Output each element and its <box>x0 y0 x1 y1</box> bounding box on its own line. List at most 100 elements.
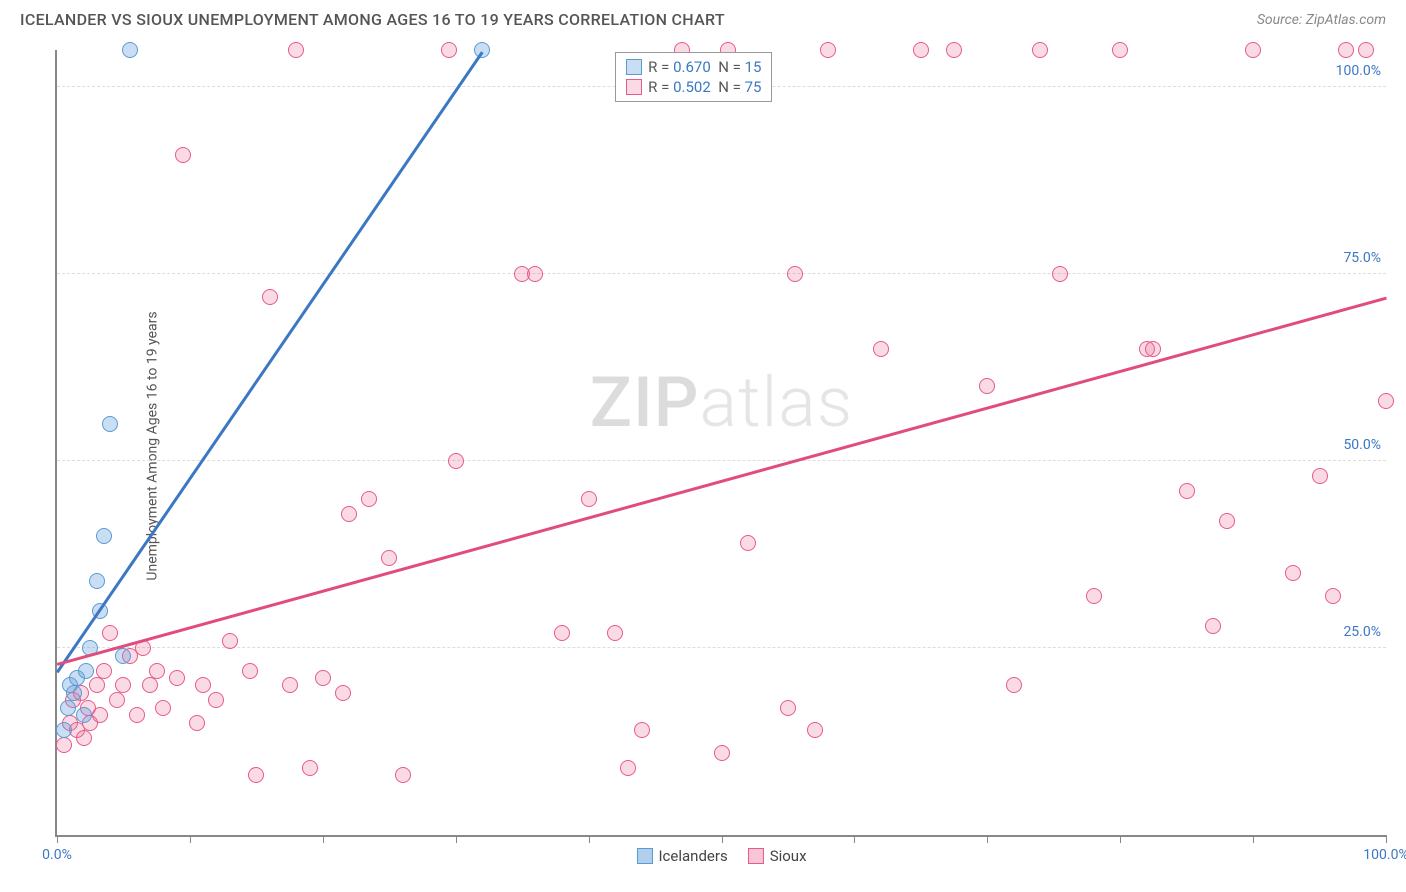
scatter-point <box>122 42 138 58</box>
correlation-legend-row: R = 0.502 N = 75 <box>626 77 761 97</box>
legend-swatch <box>626 79 642 95</box>
scatter-point <box>129 707 145 723</box>
scatter-point <box>913 42 929 58</box>
scatter-point <box>581 491 597 507</box>
scatter-point <box>175 147 191 163</box>
scatter-point <box>282 677 298 693</box>
scatter-point <box>714 745 730 761</box>
series-legend: Icelanders Sioux <box>636 847 806 865</box>
scatter-point <box>979 378 995 394</box>
scatter-point <box>115 677 131 693</box>
chart-plot-area: ZIPatlas 25.0%50.0%75.0%100.0%0.0%100.0%… <box>55 50 1386 837</box>
scatter-point <box>248 767 264 783</box>
chart-header: ICELANDER VS SIOUX UNEMPLOYMENT AMONG AG… <box>0 0 1406 34</box>
scatter-point <box>1112 42 1128 58</box>
legend-stats-text: R = 0.670 N = 15 <box>648 58 761 76</box>
scatter-point <box>1312 468 1328 484</box>
scatter-point <box>1086 588 1102 604</box>
scatter-point <box>1179 483 1195 499</box>
scatter-point <box>1032 42 1048 58</box>
scatter-point <box>142 677 158 693</box>
scatter-point <box>76 707 92 723</box>
scatter-point <box>620 760 636 776</box>
scatter-point <box>1245 42 1261 58</box>
scatter-point <box>109 692 125 708</box>
legend-swatch <box>636 848 652 864</box>
x-tick-label: 100.0% <box>1363 847 1406 863</box>
x-tick <box>722 835 723 843</box>
scatter-point <box>1338 42 1354 58</box>
series-legend-item: Sioux <box>748 847 807 865</box>
scatter-point <box>780 700 796 716</box>
scatter-point <box>361 491 377 507</box>
series-legend-label: Icelanders <box>658 847 727 865</box>
scatter-point <box>873 341 889 357</box>
scatter-point <box>262 289 278 305</box>
correlation-legend: R = 0.670 N = 15 R = 0.502 N = 75 <box>615 52 772 102</box>
scatter-point <box>1378 393 1394 409</box>
series-legend-item: Icelanders <box>636 847 727 865</box>
scatter-point <box>96 528 112 544</box>
scatter-point <box>1358 42 1374 58</box>
series-legend-label: Sioux <box>770 847 807 865</box>
scatter-point <box>395 767 411 783</box>
scatter-point <box>102 625 118 641</box>
x-tick <box>1386 835 1387 843</box>
scatter-point <box>56 737 72 753</box>
chart-title: ICELANDER VS SIOUX UNEMPLOYMENT AMONG AG… <box>20 10 725 29</box>
x-tick <box>1120 835 1121 843</box>
scatter-point <box>189 715 205 731</box>
scatter-point <box>1006 677 1022 693</box>
scatter-point <box>169 670 185 686</box>
scatter-point <box>441 42 457 58</box>
scatter-point <box>1052 266 1068 282</box>
y-tick-label: 25.0% <box>1343 624 1381 640</box>
source-label: Source: ZipAtlas.com <box>1257 12 1386 28</box>
legend-swatch <box>626 59 642 75</box>
scatter-point <box>66 685 82 701</box>
scatter-point <box>195 677 211 693</box>
legend-stats-text: R = 0.502 N = 75 <box>648 78 761 96</box>
gridline-h <box>57 647 1386 648</box>
y-tick-label: 100.0% <box>1336 63 1381 79</box>
scatter-point <box>1285 565 1301 581</box>
scatter-point <box>335 685 351 701</box>
scatter-point <box>76 730 92 746</box>
scatter-point <box>56 722 72 738</box>
scatter-point <box>302 760 318 776</box>
scatter-point <box>787 266 803 282</box>
y-tick-label: 75.0% <box>1343 250 1381 266</box>
scatter-point <box>527 266 543 282</box>
correlation-legend-row: R = 0.670 N = 15 <box>626 57 761 77</box>
y-tick-label: 50.0% <box>1343 437 1381 453</box>
scatter-point <box>1325 588 1341 604</box>
scatter-point <box>448 453 464 469</box>
x-tick <box>1253 835 1254 843</box>
scatter-point <box>222 633 238 649</box>
scatter-point <box>554 625 570 641</box>
x-tick <box>589 835 590 843</box>
scatter-point <box>315 670 331 686</box>
scatter-point <box>288 42 304 58</box>
scatter-point <box>149 663 165 679</box>
scatter-point <box>1145 341 1161 357</box>
x-tick <box>190 835 191 843</box>
watermark: ZIPatlas <box>590 362 854 444</box>
scatter-point <box>341 506 357 522</box>
scatter-point <box>78 663 94 679</box>
scatter-point <box>1205 618 1221 634</box>
legend-swatch <box>748 848 764 864</box>
scatter-point <box>208 692 224 708</box>
scatter-point <box>1219 513 1235 529</box>
scatter-point <box>102 416 118 432</box>
scatter-point <box>381 550 397 566</box>
x-tick <box>987 835 988 843</box>
scatter-point <box>155 700 171 716</box>
scatter-point <box>607 625 623 641</box>
trend-line <box>57 297 1387 666</box>
scatter-point <box>740 535 756 551</box>
scatter-point <box>242 663 258 679</box>
scatter-point <box>96 663 112 679</box>
scatter-point <box>634 722 650 738</box>
gridline-h <box>57 460 1386 461</box>
